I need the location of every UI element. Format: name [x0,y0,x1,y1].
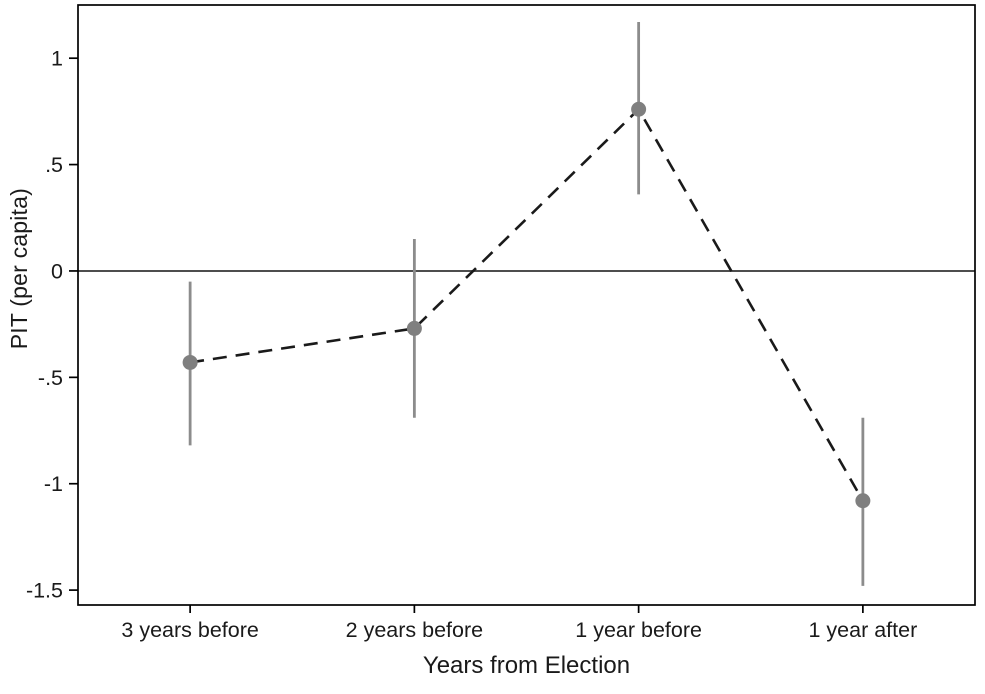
x-tick-label: 1 year after [809,618,918,642]
x-tick-label: 1 year before [575,618,702,642]
plot-border [77,4,976,606]
y-tick-label: -1.5 [26,579,63,603]
y-tick-label: -.5 [38,366,63,390]
y-tick-label: -1 [44,472,63,496]
point-estimate-marker [855,493,871,509]
x-axis-title: Years from Election [422,652,631,679]
estimate-dashed-line [189,107,865,502]
x-tick-label: 2 years before [346,618,483,642]
x-tick-label: 3 years before [121,618,258,642]
y-tick-label: .5 [45,153,63,177]
y-tick-label: 0 [51,259,63,283]
point-estimate-marker [182,354,198,370]
y-axis-title: PIT (per capita) [6,188,32,350]
y-tick-label: 1 [51,47,63,71]
point-estimate-marker [631,101,647,117]
point-estimate-marker [406,320,422,336]
